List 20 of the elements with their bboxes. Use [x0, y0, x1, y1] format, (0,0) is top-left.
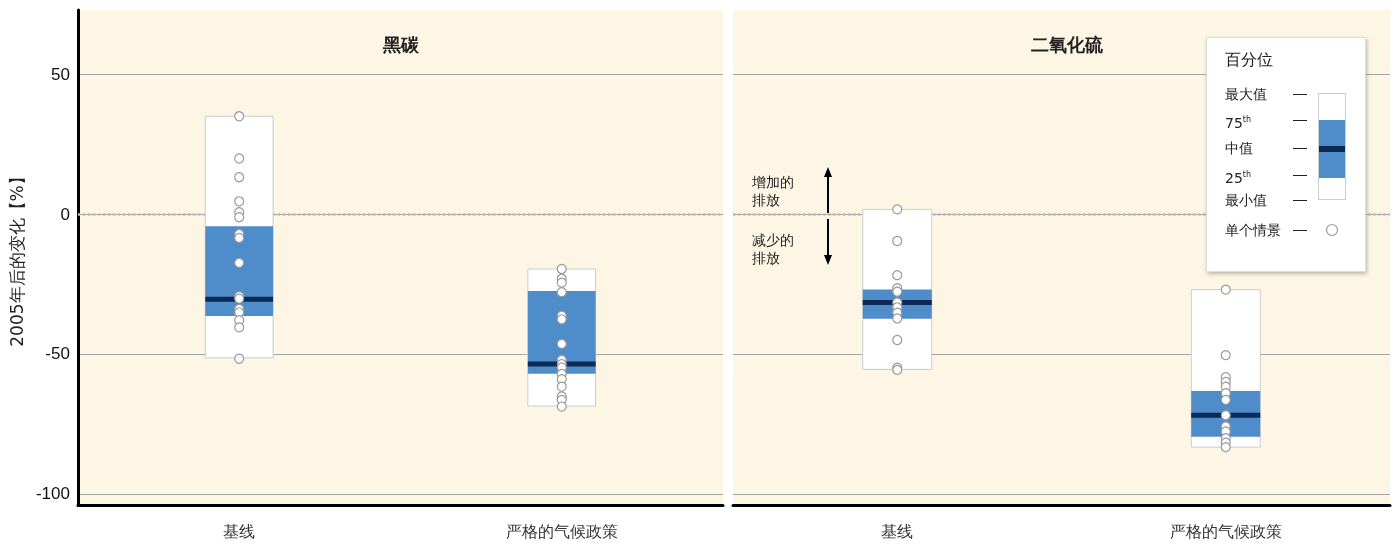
text: 单个情景: [1225, 222, 1281, 238]
annotation: 最大值: [1225, 85, 1267, 103]
annotation: 25$^{th}$: [1225, 168, 1252, 187]
y-tick-label: 50: [51, 64, 70, 84]
annotation: 75$^{th}$: [1225, 113, 1252, 132]
x-tick-label: 基线: [881, 521, 914, 541]
text: 黑碳: [381, 33, 420, 55]
y-tick-label: -50: [45, 344, 70, 364]
y-tick-label: -100: [35, 484, 70, 504]
y-tick-label: 0: [60, 204, 70, 224]
x-tick-label: 严格的气候政策: [505, 521, 618, 541]
legend-title: 百分位: [1225, 50, 1273, 69]
annotation: 最小值: [1225, 191, 1267, 209]
text: 二氧化硫: [1030, 33, 1103, 55]
annotation: 增加的排放: [752, 173, 795, 209]
x-tick-label: 严格的气候政策: [1169, 521, 1282, 541]
x-tick-label: 基线: [223, 521, 256, 541]
annotation: 减少的排放: [752, 231, 795, 267]
y-axis-title: 2005年后的变化【%】: [6, 168, 27, 347]
annotation: 中值: [1225, 139, 1253, 157]
